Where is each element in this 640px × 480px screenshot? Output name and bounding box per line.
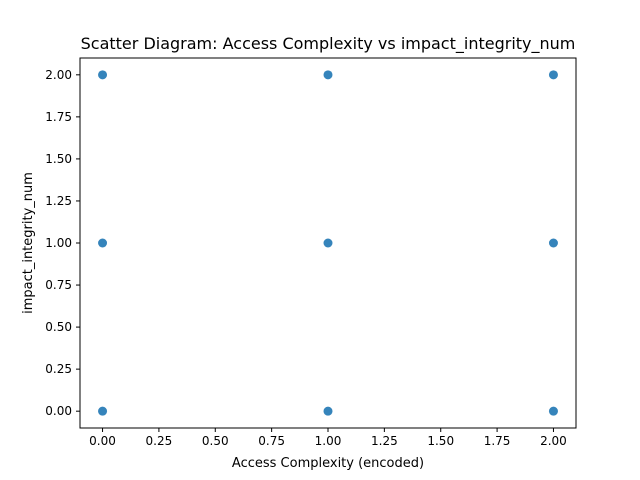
y-tick-label: 0.00	[45, 404, 72, 418]
scatter-point	[323, 238, 333, 248]
y-tick-label: 0.25	[45, 362, 72, 376]
data-points	[98, 70, 558, 416]
x-tick-label: 1.75	[484, 434, 511, 448]
y-tick-label: 0.75	[45, 278, 72, 292]
plot-frame	[79, 57, 577, 429]
scatter-point	[323, 70, 333, 80]
y-axis-label: impact_integrity_num	[21, 172, 36, 314]
x-tick-label: 0.50	[202, 434, 229, 448]
x-tick-label: 1.00	[315, 434, 342, 448]
x-tick-label: 1.50	[427, 434, 454, 448]
scatter-point	[548, 70, 558, 80]
y-axis-ticks: 0.00 0.25 0.50 0.75 1.00 1.25 1.50 1.75 2.00	[45, 68, 80, 418]
y-tick-label: 1.75	[45, 110, 72, 124]
chart-title: Scatter Diagram: Access Complexity vs im…	[81, 34, 576, 54]
y-tick-label: 0.50	[45, 320, 72, 334]
y-tick-label: 1.50	[45, 152, 72, 166]
x-tick-label: 0.25	[146, 434, 173, 448]
scatter-point	[98, 238, 108, 248]
x-axis-label: Access Complexity (encoded)	[232, 456, 424, 471]
x-axis-ticks: 0.00 0.25 0.50 0.75 1.00 1.25 1.50 1.75 2.00	[89, 428, 567, 448]
scatter-point	[548, 406, 558, 416]
scatter-point	[98, 70, 108, 80]
x-tick-label: 0.75	[258, 434, 285, 448]
x-tick-label: 0.00	[89, 434, 116, 448]
scatter-point	[548, 238, 558, 248]
scatter-point	[98, 406, 108, 416]
x-tick-label: 2.00	[540, 434, 567, 448]
y-tick-label: 1.25	[45, 194, 72, 208]
scatter-point	[323, 406, 333, 416]
y-tick-label: 1.00	[45, 236, 72, 250]
x-tick-label: 1.25	[371, 434, 398, 448]
y-tick-label: 2.00	[45, 68, 72, 82]
